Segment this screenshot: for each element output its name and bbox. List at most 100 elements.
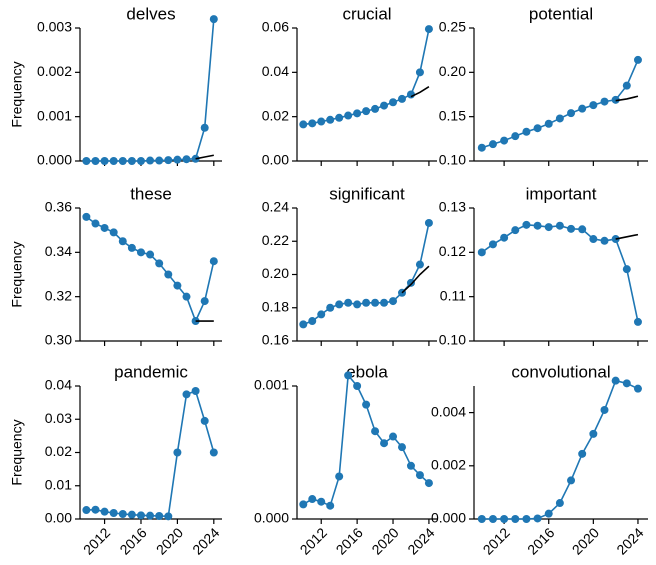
data-point — [578, 104, 587, 113]
data-point — [308, 119, 317, 128]
data-point — [317, 497, 326, 506]
data-point — [589, 235, 598, 244]
data-point — [500, 136, 509, 145]
data-point — [308, 495, 317, 504]
data-point — [371, 298, 380, 307]
y-axis-label: Frequency — [9, 61, 25, 127]
data-point — [317, 117, 326, 126]
y-tick-label: 0.12 — [439, 243, 466, 259]
data-point — [335, 300, 344, 309]
series-line — [410, 86, 430, 98]
data-point — [344, 298, 353, 307]
y-tick-label: 0.001 — [37, 107, 72, 123]
data-point — [362, 298, 371, 307]
data-point — [136, 157, 145, 165]
data-point — [191, 386, 200, 395]
data-point — [544, 509, 553, 518]
x-tick-label: 2020 — [569, 524, 602, 557]
series-line — [481, 59, 639, 149]
data-point — [622, 379, 631, 388]
data-point — [522, 127, 531, 136]
data-point — [424, 25, 433, 34]
panel: crucial 0.00 0.02 0.04 0.06 — [262, 4, 437, 168]
panel-title: potential — [529, 4, 593, 23]
data-point — [109, 228, 118, 237]
data-point — [127, 157, 136, 165]
data-point — [136, 511, 145, 520]
series-line — [303, 222, 430, 326]
data-point — [299, 320, 308, 329]
data-point — [406, 278, 415, 287]
data-point — [380, 439, 389, 448]
data-point — [488, 515, 497, 523]
data-point — [511, 132, 520, 141]
data-point — [544, 119, 553, 128]
y-tick-label: 0.15 — [439, 107, 466, 123]
data-point — [371, 427, 380, 436]
data-point — [380, 298, 389, 307]
panel: ebola 0.000 0.001 2012 2016 2020 2024 — [254, 362, 438, 557]
y-tick-label: 0.32 — [45, 287, 72, 303]
y-tick-label: 0.04 — [262, 63, 289, 79]
data-point — [522, 515, 531, 523]
data-point — [335, 472, 344, 481]
data-point — [415, 471, 424, 480]
data-point — [136, 248, 145, 257]
series-line — [481, 379, 639, 520]
panel-title: crucial — [342, 4, 391, 23]
data-point — [380, 101, 389, 110]
y-tick-label: 0.003 — [37, 19, 72, 35]
data-point — [173, 155, 182, 164]
panel-title: delves — [126, 4, 175, 23]
data-point — [522, 220, 531, 229]
data-point — [622, 81, 631, 90]
data-point — [118, 510, 127, 519]
data-point — [164, 156, 173, 165]
y-tick-label: 0.20 — [262, 265, 289, 281]
data-point — [109, 509, 118, 518]
series-line — [195, 154, 214, 160]
x-tick-label: 2012 — [80, 524, 113, 557]
data-point — [567, 109, 576, 118]
y-tick-label: 0.13 — [439, 199, 466, 215]
y-tick-label: 0.03 — [45, 410, 72, 426]
data-point — [477, 515, 486, 523]
data-point — [622, 265, 631, 274]
y-tick-label: 0.16 — [262, 332, 289, 348]
data-point — [164, 270, 173, 279]
data-point — [209, 15, 218, 24]
y-tick-label: 0.00 — [262, 152, 289, 168]
data-point — [415, 68, 424, 77]
data-point — [209, 448, 218, 457]
y-tick-label: 0.36 — [45, 199, 72, 215]
y-axis-label: Frequency — [9, 241, 25, 307]
y-tick-label: 0.02 — [262, 107, 289, 123]
y-tick-label: 0.11 — [440, 287, 466, 303]
data-point — [511, 226, 520, 235]
data-point — [353, 300, 362, 309]
data-point — [308, 317, 317, 326]
panel: potential 0.10 0.15 0.20 0.25 — [439, 4, 648, 168]
data-point — [500, 233, 509, 242]
data-point — [109, 157, 118, 165]
data-point — [100, 223, 109, 232]
y-tick-label: 0.00 — [45, 510, 72, 526]
data-point — [589, 429, 598, 438]
data-point — [424, 479, 433, 488]
y-tick-label: 0.004 — [431, 403, 466, 419]
y-tick-label: 0.000 — [254, 510, 289, 526]
data-point — [173, 281, 182, 290]
data-point — [488, 140, 497, 149]
data-point — [326, 303, 335, 312]
y-tick-label: 0.001 — [254, 377, 289, 393]
data-point — [173, 448, 182, 457]
data-point — [146, 511, 155, 520]
data-point — [389, 297, 398, 306]
panel-title: convolutional — [511, 362, 610, 381]
data-point — [326, 115, 335, 124]
panel-title: important — [526, 184, 597, 203]
data-point — [362, 107, 371, 116]
data-point — [477, 248, 486, 257]
data-point — [82, 506, 91, 515]
